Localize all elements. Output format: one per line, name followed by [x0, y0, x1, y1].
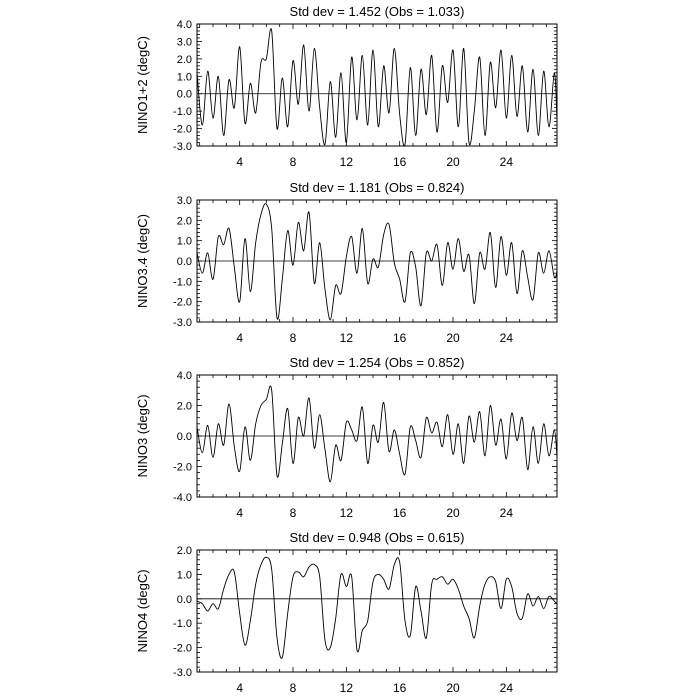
x-tick-label: 12: [340, 506, 354, 520]
y-tick-label: 0.0: [177, 594, 192, 606]
y-tick-label: -2.0: [173, 462, 192, 474]
panel-1: Std dev = 1.181 (Obs = 0.824) NINO3.4 (de…: [135, 180, 558, 345]
x-tick-label: 8: [290, 155, 297, 169]
y-tick-label: -1.0: [173, 106, 192, 118]
panel-title: Std dev = 1.181 (Obs = 0.824): [290, 180, 465, 195]
y-tick-label: 4.0: [177, 370, 192, 382]
y-axis-label: NINO4 (degC): [135, 569, 150, 652]
x-tick-label: 4: [236, 506, 243, 520]
x-tick-label: 12: [340, 681, 354, 695]
y-tick-label: 1.0: [177, 71, 192, 83]
y-tick-label: 3.0: [177, 195, 192, 207]
y-axis-label: NINO3.4 (degC): [135, 214, 150, 308]
panel-0: Std dev = 1.452 (Obs = 1.033) NINO1+2 (de…: [135, 4, 558, 169]
panel-title: Std dev = 1.254 (Obs = 0.852): [290, 355, 465, 370]
y-tick-label: 4.0: [177, 19, 192, 31]
x-tick-label: 16: [393, 331, 407, 345]
x-tick-label: 20: [446, 681, 460, 695]
x-tick-label: 24: [500, 331, 514, 345]
x-tick-label: 24: [500, 506, 514, 520]
x-tick-label: 16: [393, 681, 407, 695]
y-tick-label: 1.0: [177, 569, 192, 581]
y-tick-label: -3.0: [173, 317, 192, 329]
series-line-0: [197, 556, 557, 659]
y-tick-label: 0.0: [177, 256, 192, 268]
panel-title: Std dev = 0.948 (Obs = 0.615): [290, 530, 465, 545]
panel-2: Std dev = 1.254 (Obs = 0.852) NINO3 (degC…: [135, 355, 558, 520]
panel-title: Std dev = 1.452 (Obs = 1.033): [290, 4, 465, 19]
series-line-0: [197, 203, 557, 321]
x-tick-label: 12: [340, 331, 354, 345]
x-tick-label: 8: [290, 331, 297, 345]
y-tick-label: 0.0: [177, 431, 192, 443]
y-axis-label: NINO3 (degC): [135, 394, 150, 477]
x-tick-label: 4: [236, 681, 243, 695]
y-tick-label: 0.0: [177, 89, 192, 101]
y-tick-label: -2.0: [173, 297, 192, 309]
x-tick-label: 16: [393, 155, 407, 169]
y-tick-label: 3.0: [177, 36, 192, 48]
series-line-0: [197, 28, 557, 146]
y-tick-label: -2.0: [173, 124, 192, 136]
y-tick-label: -1.0: [173, 276, 192, 288]
x-tick-label: 12: [340, 155, 354, 169]
x-tick-label: 24: [500, 681, 514, 695]
y-tick-label: 2.0: [177, 215, 192, 227]
x-tick-label: 24: [500, 155, 514, 169]
plot-frame: [196, 23, 558, 147]
x-tick-label: 20: [446, 506, 460, 520]
x-tick-label: 8: [290, 506, 297, 520]
y-tick-label: -2.0: [173, 643, 192, 655]
y-tick-label: -3.0: [173, 667, 192, 679]
x-tick-label: 8: [290, 681, 297, 695]
y-tick-label: -3.0: [173, 141, 192, 153]
y-tick-label: -4.0: [173, 492, 192, 504]
x-tick-label: 4: [236, 331, 243, 345]
series-line-0: [197, 385, 557, 483]
x-tick-label: 20: [446, 331, 460, 345]
x-tick-label: 16: [393, 506, 407, 520]
x-tick-label: 20: [446, 155, 460, 169]
y-axis-label: NINO1+2 (degC): [135, 36, 150, 134]
y-tick-label: 1.0: [177, 236, 192, 248]
y-tick-label: 2.0: [177, 401, 192, 413]
x-tick-label: 4: [236, 155, 243, 169]
y-tick-label: -1.0: [173, 618, 192, 630]
plot-frame: [196, 549, 558, 673]
y-tick-label: 2.0: [177, 54, 192, 66]
y-tick-label: 2.0: [177, 545, 192, 557]
panel-3: Std dev = 0.948 (Obs = 0.615) NINO4 (degC…: [135, 530, 558, 695]
